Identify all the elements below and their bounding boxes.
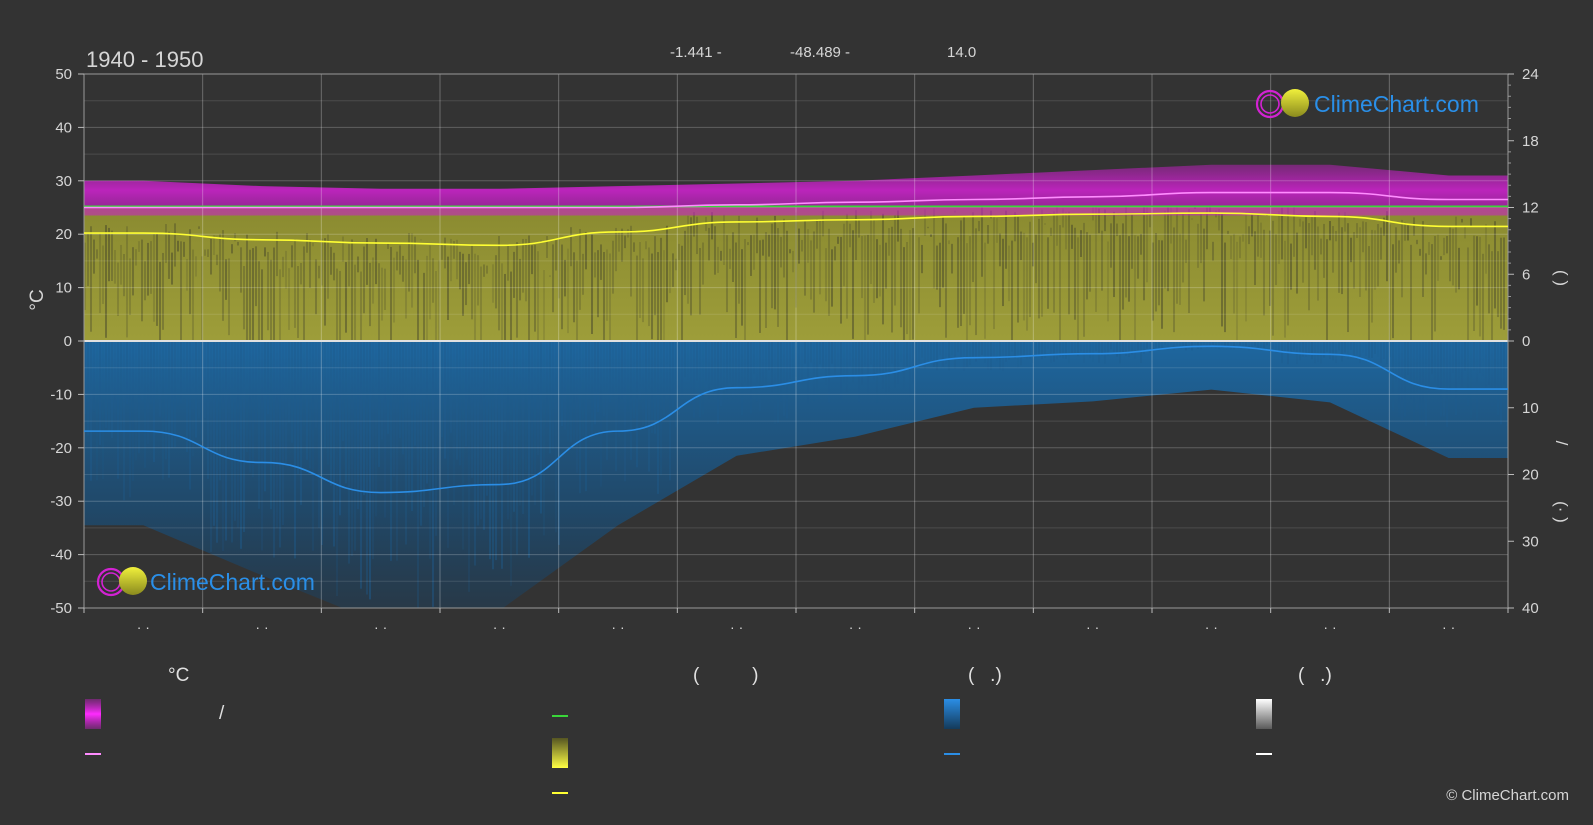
- rain-area: [84, 341, 1508, 608]
- month-label: · ·: [730, 619, 743, 635]
- legend-temp-slash: /: [219, 703, 225, 724]
- left-tick-label: 30: [55, 173, 72, 190]
- right-top-axis-label: ( ): [1552, 270, 1571, 286]
- copyright: © ClimeChart.com: [1446, 787, 1569, 804]
- month-label: · ·: [137, 619, 150, 635]
- right-bottom-tick-label: 30: [1522, 533, 1539, 550]
- longitude-label: -48.489 -: [790, 44, 850, 61]
- month-label: · ·: [849, 619, 862, 635]
- month-label: · ·: [1086, 619, 1099, 635]
- right-top-tick-label: 6: [1522, 266, 1530, 283]
- left-tick-label: 0: [64, 333, 72, 350]
- legend-sunshine-swatch: [552, 738, 568, 768]
- left-tick-label: 10: [55, 280, 72, 297]
- period-title: 1940 - 1950: [86, 47, 203, 72]
- right-top-tick-label: 18: [1522, 133, 1539, 150]
- legend-sun-header: ( ): [693, 665, 759, 686]
- temperature-range-band: [84, 164, 1508, 216]
- legend-rain-header: ( .): [968, 665, 1002, 686]
- right-bottom-tick-label: 10: [1522, 400, 1539, 417]
- logo-bottom-text: ClimeChart.com: [150, 569, 315, 595]
- temperature-mean-line: [84, 191, 1508, 209]
- left-axis-unit: °C: [27, 289, 48, 310]
- month-label: · ·: [493, 619, 506, 635]
- logo-top[interactable]: ClimeChart.com: [1255, 89, 1479, 119]
- logo-top-text: ClimeChart.com: [1314, 91, 1479, 117]
- sunshine-line: [84, 212, 1508, 247]
- month-label: · ·: [1323, 619, 1336, 635]
- right-bottom-axis-label-2: (· ): [1552, 501, 1571, 523]
- month-label: · ·: [374, 619, 387, 635]
- left-tick-label: -20: [50, 440, 72, 457]
- sunshine-area: [84, 206, 1508, 341]
- month-label: · ·: [1442, 619, 1455, 635]
- month-label: · ·: [255, 619, 268, 635]
- right-top-tick-label: 12: [1522, 200, 1539, 217]
- legend-snow-swatch: [1256, 699, 1272, 729]
- latitude-label: -1.441 -: [670, 44, 722, 61]
- right-top-tick-label: 0: [1522, 333, 1530, 350]
- right-bottom-tick-label: 40: [1522, 600, 1539, 617]
- sunshine-streaks: [84, 203, 1508, 383]
- left-tick-label: 20: [55, 226, 72, 243]
- left-tick-label: 40: [55, 119, 72, 136]
- logo-bottom[interactable]: ClimeChart.com: [96, 567, 315, 597]
- legend-temp-header: °C: [168, 665, 190, 686]
- month-label: · ·: [967, 619, 980, 635]
- left-tick-label: -40: [50, 547, 72, 564]
- left-tick-label: -30: [50, 493, 72, 510]
- right-bottom-tick-label: 20: [1522, 467, 1539, 484]
- left-tick-label: -50: [50, 600, 72, 617]
- legend-temp-range-swatch: [85, 699, 101, 729]
- elevation-label: 14.0: [947, 44, 976, 61]
- rain-line: [84, 345, 1508, 494]
- left-tick-label: 50: [55, 66, 72, 83]
- right-top-tick-label: 24: [1522, 66, 1539, 83]
- month-label: · ·: [1205, 619, 1218, 635]
- month-label: · ·: [611, 619, 624, 635]
- left-tick-label: -10: [50, 386, 72, 403]
- legend-snow-header: ( .): [1298, 665, 1332, 686]
- right-bottom-axis-label-1: /: [1552, 441, 1571, 446]
- legend-rain-swatch: [944, 699, 960, 729]
- rain-streaks: [84, 341, 1508, 608]
